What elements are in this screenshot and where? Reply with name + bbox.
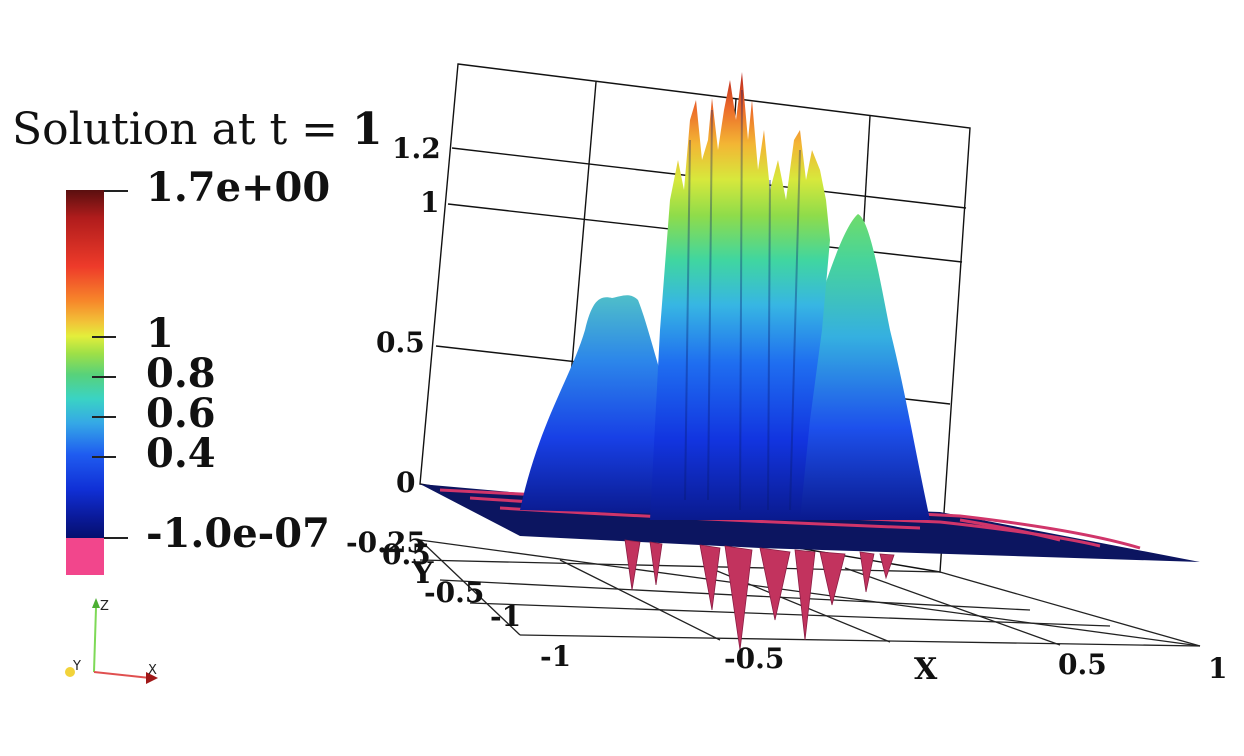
orient-y-label: Y <box>72 659 81 674</box>
x-tick-label: -0.5 <box>724 642 785 675</box>
negative-spikes <box>624 539 895 651</box>
orient-z-label: Z <box>100 599 109 614</box>
color-bar <box>66 190 104 538</box>
y-axis-label: Y <box>412 556 434 591</box>
below-range-swatch <box>66 538 104 575</box>
peak-streaks <box>684 89 801 511</box>
legend-title-value: 1 <box>352 104 383 155</box>
legend-tick <box>92 456 116 458</box>
y-tick-label: -0.25 <box>346 526 426 559</box>
legend-tick-label: 0.6 <box>146 390 216 437</box>
z-tick-label: 0 <box>396 466 416 499</box>
z-axis-line <box>93 607 97 673</box>
legend-max-label: 1.7e+00 <box>146 164 331 211</box>
legend-tick-label: 1 <box>146 310 174 357</box>
x-tick-label: 0.5 <box>1058 648 1107 681</box>
x-axis-line <box>93 671 151 679</box>
legend-tick <box>92 336 116 338</box>
legend-tick-label: 0.4 <box>146 430 216 477</box>
legend-title-prefix: Solution at t = <box>12 104 339 155</box>
legend-tick <box>104 190 128 192</box>
orientation-axes-widget[interactable]: Z Y X <box>58 592 168 692</box>
legend-tick <box>92 416 116 418</box>
y-tick-label: 0.5 <box>382 538 431 571</box>
x-axis-label: X <box>914 652 938 687</box>
floor-grid <box>419 539 1201 647</box>
legend-min-label: -1.0e-07 <box>146 510 330 557</box>
y-tick-label: -1 <box>490 600 522 633</box>
central-peak <box>650 72 830 520</box>
y-axis-dot-icon <box>65 667 75 677</box>
orient-x-label: X <box>148 663 157 678</box>
legend-tick-label: 0.8 <box>146 350 216 397</box>
x-tick-label: -1 <box>540 640 572 673</box>
legend-title: Solution at t = 1 <box>12 104 383 156</box>
z-tick-label: 1.2 <box>392 132 441 165</box>
z-axis-arrow-icon <box>92 598 100 608</box>
z-tick-label: 0.5 <box>376 326 425 359</box>
legend-tick <box>92 376 116 378</box>
z-tick-label: 1 <box>420 186 440 219</box>
x-axis-arrow-icon <box>146 672 158 684</box>
y-tick-label: -0.5 <box>424 576 485 609</box>
legend-tick <box>104 537 128 539</box>
x-tick-label: 1 <box>1208 652 1228 685</box>
